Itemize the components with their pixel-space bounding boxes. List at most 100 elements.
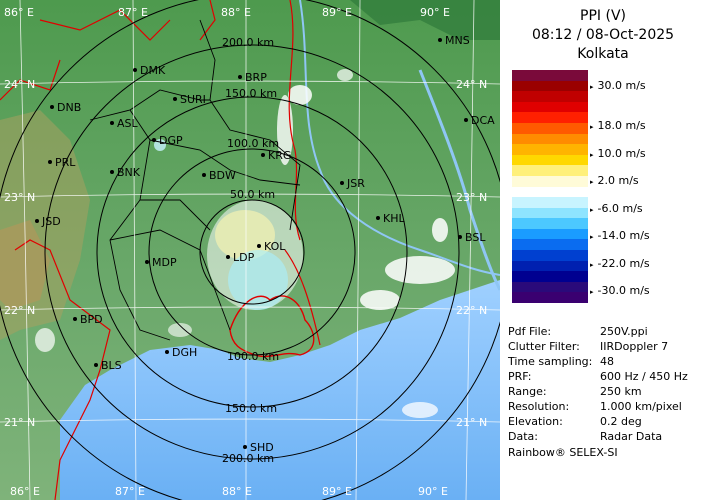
city-dot-icon [202, 173, 206, 177]
color-swatch [512, 281, 588, 293]
city-label: BSL [465, 231, 486, 244]
latitude-label: 21° N [4, 416, 35, 429]
color-swatch [512, 228, 588, 240]
meta-row: Range: 250 km [508, 385, 642, 398]
color-swatch [512, 186, 588, 198]
longitude-label: 87° E [115, 485, 145, 498]
latitude-label: 22° N [4, 304, 35, 317]
scale-label: ▸ -6.0 m/s [590, 202, 643, 215]
scale-label: ▸ -22.0 m/s [590, 257, 650, 270]
river [299, 0, 500, 276]
longitude-label: 90° E [420, 6, 450, 19]
city-mns: MNS [438, 34, 470, 47]
city-jsd: JSD [35, 215, 61, 228]
color-swatch [512, 239, 588, 251]
border-line [39, 9, 171, 41]
city-brp: BRP [238, 71, 267, 84]
city-label: DNB [57, 101, 81, 114]
city-label: KOL [264, 240, 286, 253]
city-asl: ASL [110, 117, 139, 130]
range-label: 100.0 km [227, 137, 279, 150]
delta-coastline [229, 295, 315, 358]
city-shd: SHD [243, 441, 274, 454]
city-mdp: MDP [145, 256, 177, 269]
city-dot-icon [145, 260, 149, 264]
city-dot-icon [340, 181, 344, 185]
longitude-label: 89° E [322, 485, 352, 498]
vendor-credit: Rainbow® SELEX-SI [508, 446, 618, 459]
city-label: BRP [245, 71, 267, 84]
scale-label: ▸ -14.0 m/s [590, 229, 650, 242]
city-label: BDW [209, 169, 236, 182]
city-dot-icon [458, 235, 462, 239]
longitude-label: 89° E [322, 6, 352, 19]
city-label: MNS [445, 34, 470, 47]
city-bpd: BPD [73, 313, 103, 326]
longitude-label: 88° E [221, 6, 251, 19]
range-label: 200.0 km [222, 452, 274, 465]
city-dot-icon [165, 350, 169, 354]
city-dot-icon [133, 68, 137, 72]
city-label: DCA [471, 114, 495, 127]
color-swatch [512, 112, 588, 124]
city-dot-icon [376, 216, 380, 220]
meta-row: Data: Radar Data [508, 430, 663, 443]
tick-marker-icon: ▸ [590, 233, 594, 241]
scale-label: ▸ 10.0 m/s [590, 147, 646, 160]
city-label: MDP [152, 256, 177, 269]
city-markers: MNS DMK BRP DNB SURI DCA ASL DGP KRG PRL BNK BDW JSR… [35, 34, 495, 454]
city-label: KRG [268, 149, 291, 162]
color-swatch [512, 91, 588, 103]
city-dot-icon [94, 363, 98, 367]
meta-row: Clutter Filter: IIRDoppler 7 [508, 340, 669, 353]
longitude-label: 90° E [418, 485, 448, 498]
city-dot-icon [261, 153, 265, 157]
city-ldp: LDP [226, 251, 255, 264]
city-dot-icon [173, 97, 177, 101]
latitude-label: 24° N [4, 78, 35, 91]
city-bdw: BDW [202, 169, 236, 182]
tick-marker-icon: ▸ [590, 123, 594, 131]
meta-row: PRF: 600 Hz / 450 Hz [508, 370, 688, 383]
color-swatch [512, 122, 588, 135]
scale-label: ▸ 2.0 m/s [590, 174, 639, 187]
city-dot-icon [438, 38, 442, 42]
meta-row: Resolution: 1.000 km/pixel [508, 400, 682, 413]
longitude-label: 88° E [222, 485, 252, 498]
city-dot-icon [48, 160, 52, 164]
city-krg: KRG [261, 149, 291, 162]
city-dot-icon [238, 75, 242, 79]
color-swatch [512, 292, 588, 304]
scale-label: ▸ -30.0 m/s [590, 284, 650, 297]
color-swatch [512, 260, 588, 272]
meta-row: Elevation: 0.2 deg [508, 415, 642, 428]
station-name: Kolkata [577, 46, 629, 62]
color-swatch [512, 250, 588, 262]
bay-of-bengal [60, 280, 500, 500]
range-label: 200.0 km [222, 36, 274, 49]
tick-marker-icon: ▸ [590, 288, 594, 296]
color-swatch [512, 133, 588, 145]
latitude-label: 24° N [456, 78, 487, 91]
city-label: BLS [101, 359, 122, 372]
radar-echoes [35, 69, 455, 418]
color-swatch [512, 70, 588, 82]
color-swatch [512, 271, 588, 283]
city-dnb: DNB [50, 101, 81, 114]
latitude-label: 21° N [456, 416, 487, 429]
city-label: JSD [41, 215, 61, 228]
city-label: JSR [346, 177, 365, 190]
city-bnk: BNK [110, 166, 141, 179]
meta-row: Pdf File: 250V.ppi [508, 325, 648, 338]
city-dot-icon [243, 445, 247, 449]
range-rings [0, 0, 500, 500]
product-title: PPI (V) [580, 8, 626, 24]
city-label: BPD [80, 313, 103, 326]
city-label: SURI [180, 93, 206, 106]
city-kol: KOL [257, 240, 286, 253]
color-swatch [512, 144, 588, 156]
city-dca: DCA [464, 114, 495, 127]
city-dot-icon [35, 219, 39, 223]
tick-marker-icon: ▸ [590, 206, 594, 214]
longitude-label: 87° E [118, 6, 148, 19]
